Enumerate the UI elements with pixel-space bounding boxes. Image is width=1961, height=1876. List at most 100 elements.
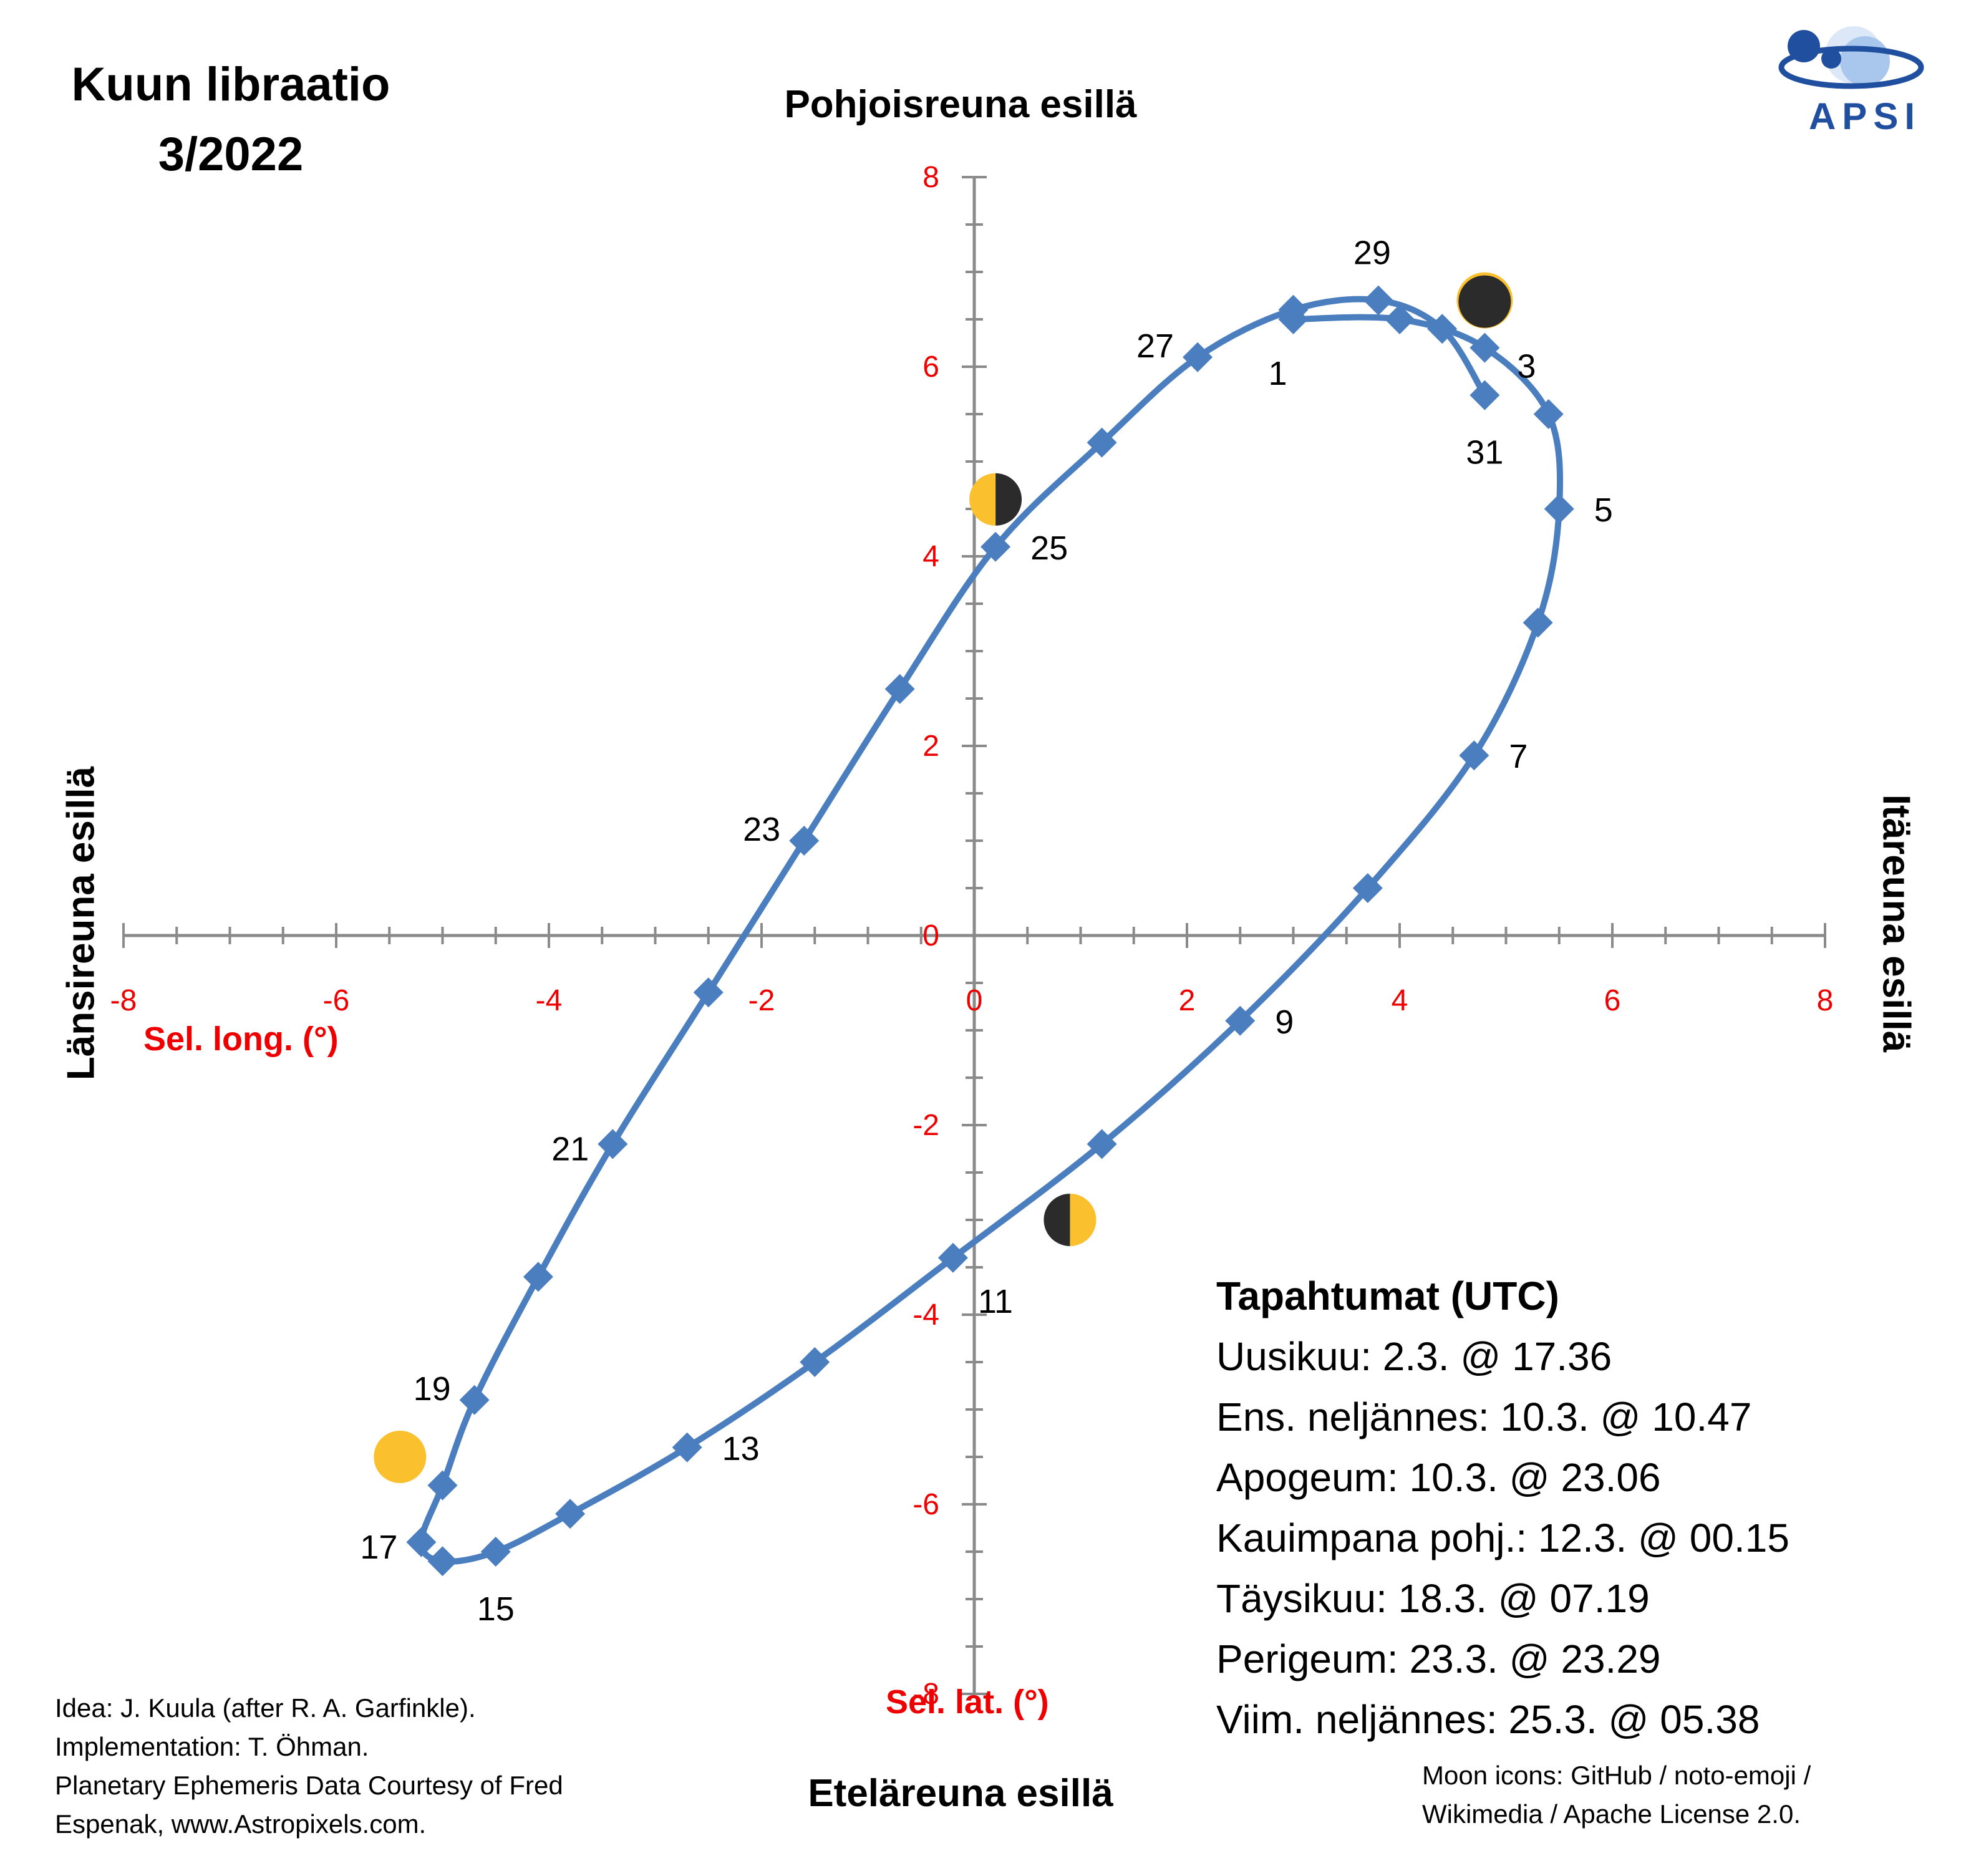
- x-tick-label: -2: [748, 984, 775, 1017]
- x-tick-label: 4: [1392, 984, 1408, 1017]
- data-point: [1459, 740, 1489, 771]
- day-label: 7: [1509, 738, 1528, 775]
- data-point: [884, 674, 915, 704]
- series-line: [418, 296, 1564, 1565]
- x-tick-label: 8: [1817, 984, 1834, 1017]
- edge-label-south: Eteläreuna esillä: [808, 1772, 1113, 1815]
- x-tick-label: 6: [1604, 984, 1621, 1017]
- data-point: [1470, 380, 1500, 410]
- data-point: [459, 1385, 490, 1415]
- day-label: 15: [477, 1590, 515, 1628]
- x-tick-label: 0: [966, 984, 983, 1017]
- day-label: 21: [551, 1130, 589, 1168]
- event-item: Kauimpana pohj.: 12.3. @ 00.15: [1216, 1516, 1789, 1560]
- event-item: Uusikuu: 2.3. @ 17.36: [1216, 1334, 1612, 1379]
- chart-title: Kuun libraatio 3/2022: [0, 50, 462, 190]
- data-point: [800, 1347, 830, 1377]
- event-item: Apogeum: 10.3. @ 23.06: [1216, 1455, 1661, 1500]
- moon-phase-icons: [374, 272, 1513, 1483]
- data-point: [1470, 332, 1500, 363]
- y-tick-label: 6: [922, 351, 939, 384]
- credit-line: Espenak, www.Astropixels.com.: [55, 1809, 427, 1839]
- day-label: 27: [1136, 327, 1174, 365]
- y-tick-label: -6: [913, 1488, 939, 1521]
- credit-line: Wikimedia / Apache License 2.0.: [1422, 1799, 1801, 1829]
- event-item: Viim. neljännes: 25.3. @ 05.38: [1216, 1697, 1760, 1742]
- day-label: 9: [1275, 1003, 1294, 1041]
- event-item: Ens. neljännes: 10.3. @ 10.47: [1216, 1395, 1752, 1439]
- new-moon-icon: [1456, 272, 1513, 329]
- libration-curve: [418, 296, 1564, 1565]
- event-item: Täysikuu: 18.3. @ 07.19: [1216, 1576, 1650, 1621]
- data-point: [1087, 1129, 1117, 1159]
- data-markers: [406, 285, 1574, 1577]
- day-label: 31: [1466, 434, 1503, 471]
- day-label: 17: [360, 1529, 397, 1566]
- data-point: [523, 1262, 553, 1292]
- first-quarter-icon: [1043, 1194, 1097, 1246]
- day-label: 25: [1030, 529, 1068, 567]
- data-point: [1087, 427, 1117, 458]
- day-label: 19: [414, 1370, 451, 1408]
- day-label: 29: [1353, 234, 1391, 272]
- moon-right-half: [1070, 1194, 1097, 1246]
- data-point: [1278, 294, 1309, 325]
- y-tick-label: 0: [922, 919, 939, 952]
- moon-lit: [374, 1431, 427, 1483]
- credit-line: Idea: J. Kuula (after R. A. Garfinkle).: [55, 1693, 476, 1723]
- data-point: [1363, 285, 1393, 316]
- data-point: [598, 1129, 628, 1159]
- event-item: Perigeum: 23.3. @ 23.29: [1216, 1637, 1661, 1681]
- y-tick-label: -4: [913, 1298, 939, 1332]
- data-point: [693, 977, 724, 1008]
- y-tick-label: 8: [922, 161, 939, 194]
- data-point: [1427, 314, 1458, 344]
- data-point: [1533, 399, 1564, 429]
- y-tick-label: -2: [913, 1109, 939, 1142]
- x-tick-label: -8: [110, 984, 137, 1017]
- tick-labels: -8 -6 -4 -2 0 2 4 6 8 -8 -6 -4 -2 0 2 4 6 8: [110, 161, 1834, 1711]
- apsi-logo-icon: [1778, 26, 1924, 89]
- data-point: [789, 826, 820, 856]
- data-point: [1523, 607, 1553, 638]
- y-tick-label: 4: [922, 540, 939, 573]
- data-point: [427, 1470, 458, 1501]
- title-line-1: Kuun libraatio: [71, 58, 390, 111]
- x-tick-label: -6: [323, 984, 350, 1017]
- data-point: [555, 1499, 586, 1529]
- credit-line: Moon icons: GitHub / noto-emoji /: [1422, 1761, 1811, 1790]
- edge-label-west: Länsireuna esillä: [59, 766, 103, 1081]
- full-moon-icon: [374, 1431, 427, 1483]
- data-point: [672, 1432, 702, 1463]
- moon-icon-credit: Moon icons: GitHub / noto-emoji / Wikime…: [1422, 1756, 1811, 1834]
- x-tick-label: 2: [1179, 984, 1196, 1017]
- edge-label-east: Itäreuna esillä: [1874, 794, 1918, 1053]
- data-point: [406, 1527, 437, 1557]
- data-point: [480, 1537, 511, 1567]
- credit-line: Implementation: T. Öhman.: [55, 1732, 369, 1761]
- moon-right-half: [995, 473, 1022, 526]
- moon-left-half: [1043, 1194, 1070, 1246]
- day-label: 1: [1268, 355, 1287, 392]
- last-quarter-icon: [969, 473, 1022, 526]
- events-heading: Tapahtumat (UTC): [1216, 1274, 1559, 1318]
- credits: Idea: J. Kuula (after R. A. Garfinkle). …: [55, 1689, 563, 1844]
- axes: [122, 176, 1826, 1695]
- data-point: [1385, 304, 1415, 334]
- day-label: 3: [1517, 348, 1536, 385]
- logo-text: APSI: [1808, 95, 1922, 137]
- data-point: [1225, 1005, 1256, 1036]
- title-line-2: 3/2022: [158, 128, 304, 181]
- moon-dark: [1458, 275, 1511, 328]
- data-point: [937, 1242, 968, 1273]
- events-box: Tapahtumat (UTC) Uusikuu: 2.3. @ 17.36 E…: [1216, 1266, 1789, 1750]
- data-point: [427, 1546, 458, 1577]
- credit-line: Planetary Ephemeris Data Courtesy of Fre…: [55, 1771, 563, 1800]
- day-label: 11: [978, 1283, 1013, 1320]
- x-axis-label: Sel. long. (°): [143, 1020, 339, 1058]
- data-point: [980, 531, 1011, 562]
- y-tick-label: -8: [913, 1678, 939, 1711]
- y-axis-label: Sel. lat. (°): [886, 1683, 1049, 1721]
